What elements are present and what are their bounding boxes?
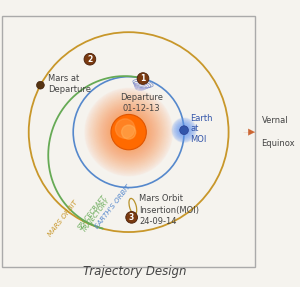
- Text: Departure
01-12-13: Departure 01-12-13: [120, 93, 163, 113]
- Circle shape: [84, 53, 96, 65]
- Text: Mars Orbit
Insertion(MOI)
24-09-14: Mars Orbit Insertion(MOI) 24-09-14: [139, 195, 199, 226]
- Circle shape: [122, 125, 136, 139]
- Circle shape: [178, 124, 190, 136]
- Circle shape: [176, 122, 192, 138]
- Circle shape: [172, 118, 196, 142]
- Circle shape: [176, 121, 193, 139]
- Text: Earth
at
MOI: Earth at MOI: [190, 114, 213, 144]
- Text: Trajectory Design: Trajectory Design: [83, 265, 187, 278]
- Circle shape: [179, 125, 189, 135]
- Circle shape: [172, 119, 196, 142]
- Circle shape: [178, 124, 191, 137]
- Text: EARTH'S ORBIT: EARTH'S ORBIT: [94, 183, 132, 229]
- Text: 2: 2: [87, 55, 92, 64]
- Text: SPACECRAFT
TRAJECTORY: SPACECRAFT TRAJECTORY: [76, 194, 111, 234]
- Circle shape: [116, 119, 135, 138]
- Circle shape: [175, 121, 194, 139]
- Text: 3: 3: [129, 213, 134, 222]
- Circle shape: [180, 126, 188, 134]
- Circle shape: [173, 119, 195, 141]
- Circle shape: [181, 127, 187, 133]
- Circle shape: [177, 123, 191, 137]
- Circle shape: [126, 212, 137, 223]
- Circle shape: [179, 126, 189, 135]
- Text: Equinox: Equinox: [262, 139, 295, 148]
- Text: Mars at
Departure: Mars at Departure: [48, 74, 91, 94]
- Circle shape: [137, 73, 149, 84]
- Circle shape: [180, 126, 188, 135]
- Circle shape: [182, 128, 187, 133]
- Circle shape: [111, 115, 146, 150]
- Text: MARS ORBIT: MARS ORBIT: [47, 199, 79, 238]
- Circle shape: [37, 81, 44, 89]
- Text: 1: 1: [140, 74, 146, 83]
- Circle shape: [174, 120, 194, 140]
- Text: Vernal: Vernal: [262, 116, 288, 125]
